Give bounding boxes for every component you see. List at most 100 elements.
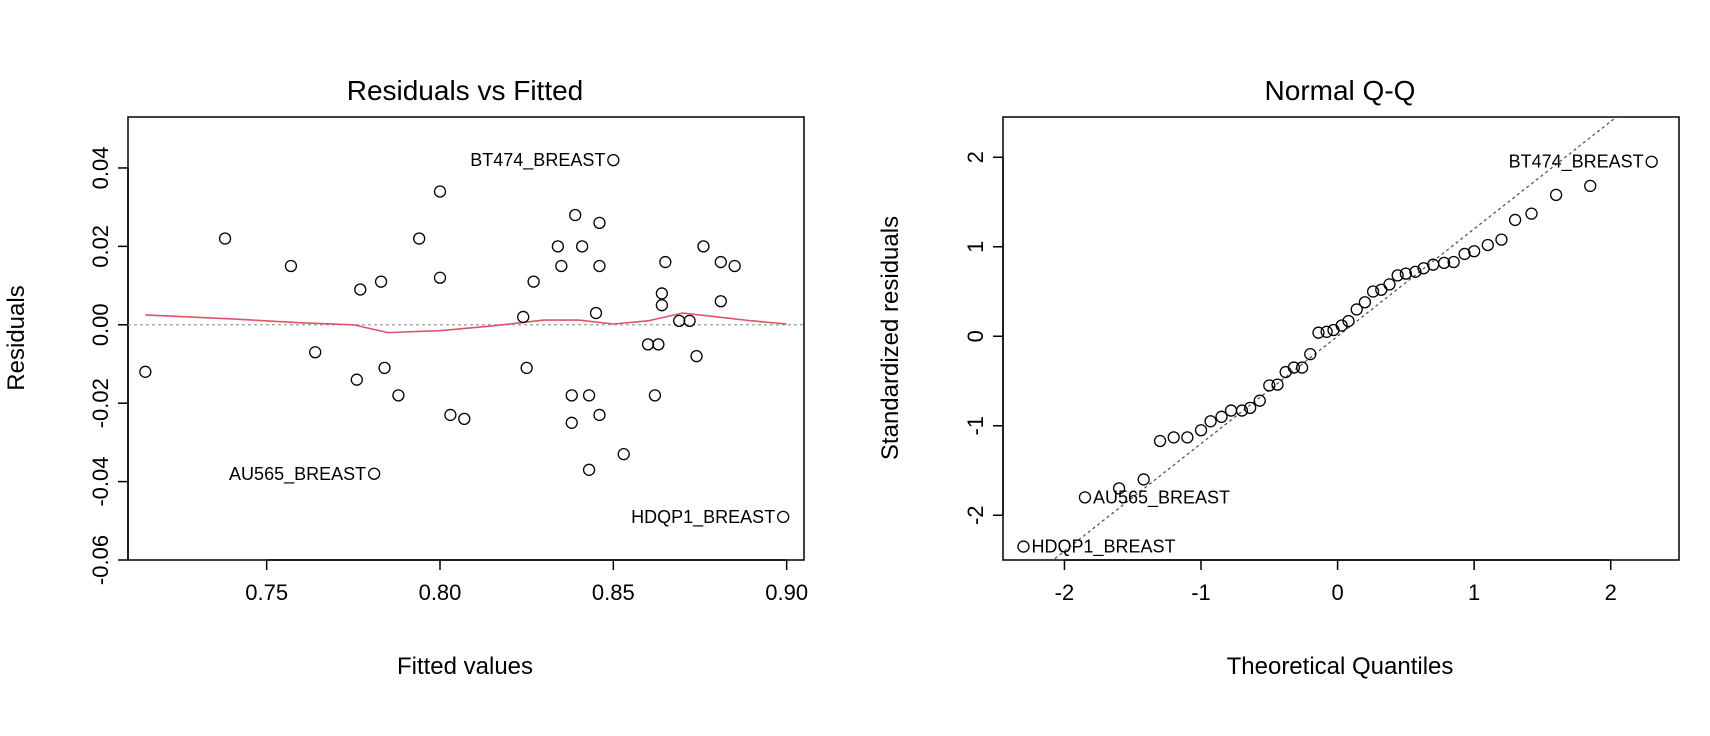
chart-title: Normal Q-Q (1265, 75, 1416, 106)
normal-qq-panel: Normal Q-Q Theoretical Quantiles Standar… (877, 75, 1680, 680)
smooth-trend-line (145, 312, 787, 334)
data-point (1235, 404, 1249, 417)
y-tick-label: 0.04 (88, 147, 113, 190)
data-point (354, 283, 367, 296)
data-point (1584, 179, 1597, 193)
data-point (659, 255, 672, 269)
data-point (673, 314, 686, 328)
data-point (1335, 319, 1348, 332)
data-point (1295, 361, 1309, 374)
data-point (444, 408, 457, 422)
data-point (520, 361, 533, 375)
data-point (593, 408, 606, 422)
data-point (284, 259, 298, 273)
y-tick-label: 0.00 (88, 303, 113, 346)
data-point (617, 448, 630, 461)
data-point (1167, 431, 1180, 444)
data-point (413, 232, 426, 245)
data-point (1468, 245, 1481, 258)
residuals-vs-fitted-panel: Residuals vs Fitted Fitted values Residu… (3, 75, 808, 680)
data-point (1495, 233, 1508, 246)
x-tick-label: 0.80 (419, 580, 462, 605)
y-axis-label: Residuals (3, 285, 30, 390)
data-point (1271, 378, 1284, 391)
x-tick-label: 0.85 (592, 580, 635, 605)
data-point (683, 314, 696, 328)
data-point (1017, 540, 1030, 553)
data-point (1645, 155, 1658, 168)
y-tick-label: -0.06 (88, 535, 113, 585)
data-point (392, 389, 405, 402)
data-point (1508, 213, 1522, 227)
data-point (714, 255, 727, 269)
y-tick-label: -0.04 (88, 457, 113, 507)
data-point (1153, 434, 1167, 448)
data-point (1342, 314, 1355, 328)
data-point (1253, 394, 1266, 407)
data-point (582, 389, 596, 402)
point-label: HDQP1_BREAST (1031, 537, 1175, 558)
data-point (593, 259, 606, 273)
data-point (655, 287, 669, 300)
data-point (1244, 401, 1257, 415)
x-tick-label: 2 (1605, 580, 1617, 605)
data-point (1358, 296, 1372, 309)
data-point (139, 365, 152, 378)
data-point (374, 275, 388, 288)
data-point (1194, 424, 1208, 437)
data-point (690, 349, 703, 363)
data-point (565, 389, 578, 402)
data-point (1287, 361, 1301, 374)
y-tick-label: -2 (963, 505, 988, 525)
x-tick-label: 0 (1331, 580, 1343, 605)
point-label: BT474_BREAST (470, 150, 605, 171)
data-point (1320, 325, 1333, 338)
data-point (777, 510, 790, 524)
x-tick-label: 1 (1468, 580, 1480, 605)
data-point (1304, 348, 1317, 361)
data-point (714, 295, 727, 308)
y-tick-label: 0.02 (88, 225, 113, 268)
y-tick-label: 0 (963, 330, 988, 342)
data-point (1312, 326, 1325, 339)
data-point (655, 299, 669, 312)
point-label: AU565_BREAST (1093, 487, 1230, 508)
data-point (378, 361, 391, 375)
data-point (1181, 431, 1194, 444)
data-point (1215, 410, 1228, 423)
data-point (527, 275, 540, 288)
data-point (1327, 323, 1340, 337)
y-tick-label: 2 (963, 151, 988, 163)
data-point (652, 338, 665, 351)
data-point (1224, 404, 1238, 417)
data-point (1366, 285, 1380, 298)
data-point (582, 463, 596, 476)
y-axis-label: Standardized residuals (877, 216, 904, 460)
data-point (1481, 238, 1494, 252)
data-point (1263, 379, 1276, 392)
data-point (433, 185, 447, 198)
y-tick-label: -0.02 (88, 378, 113, 428)
data-point (1279, 365, 1292, 379)
x-tick-label: -2 (1055, 580, 1075, 605)
x-tick-label: 0.90 (765, 580, 808, 605)
data-point (1399, 267, 1413, 280)
point-label: AU565_BREAST (229, 464, 366, 485)
y-tick-label: 1 (963, 241, 988, 253)
data-point (1391, 269, 1404, 282)
data-point (367, 467, 381, 480)
data-point (350, 373, 363, 386)
data-point (728, 259, 741, 273)
data-point (697, 240, 710, 253)
data-point (1350, 303, 1363, 316)
data-point (1375, 283, 1388, 296)
point-label: BT474_BREAST (1509, 152, 1644, 173)
data-point (569, 208, 582, 222)
data-point (218, 232, 232, 245)
x-tick-label: 0.75 (245, 580, 288, 605)
data-point (589, 306, 603, 320)
data-point (593, 216, 606, 229)
data-point (607, 153, 620, 167)
data-point (1525, 207, 1538, 220)
